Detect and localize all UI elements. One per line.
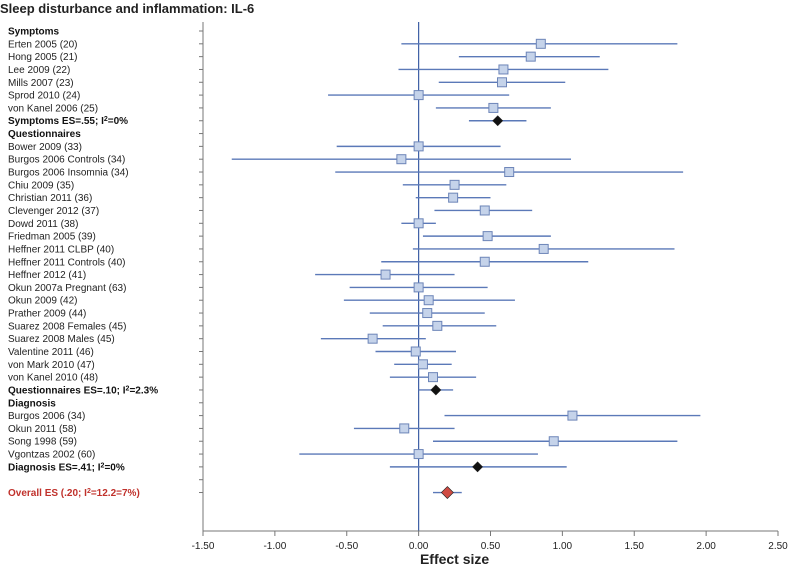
effect-box [413, 141, 424, 152]
study-label: Burgos 2006 (34) [8, 411, 85, 422]
study-label: Suarez 2008 Females (45) [8, 321, 126, 332]
study-label: Clevenger 2012 (37) [8, 206, 99, 217]
study-label: Christian 2011 (36) [8, 193, 92, 204]
group-header: Diagnosis [8, 398, 56, 409]
effect-box [504, 167, 515, 178]
effect-box [479, 256, 490, 267]
study-label: Okun 2011 (58) [8, 424, 77, 435]
effect-box [498, 64, 509, 75]
study-label: Lee 2009 (22) [8, 65, 70, 76]
study-label: Burgos 2006 Controls (34) [8, 155, 125, 166]
x-tick-label: 2.00 [696, 541, 716, 552]
x-tick-label: 1.50 [625, 541, 645, 552]
summary-diamond [430, 384, 442, 396]
summary-diamond [492, 115, 504, 127]
study-label: Bower 2009 (33) [8, 142, 82, 153]
effect-box [548, 436, 559, 447]
study-label: Song 1998 (59) [8, 437, 77, 448]
study-label: Mills 2007 (23) [8, 78, 74, 89]
effect-box [479, 205, 490, 216]
study-label: von Kanel 2006 (25) [8, 103, 98, 114]
group-header: Symptoms [8, 27, 60, 38]
effect-box [413, 218, 424, 229]
x-tick-label: 2.50 [768, 541, 788, 552]
study-label: Okun 2009 (42) [8, 296, 78, 307]
effect-box [428, 372, 438, 383]
effect-box [367, 333, 378, 344]
effect-box [396, 154, 407, 165]
overall-diamond [440, 486, 454, 499]
effect-box [380, 269, 391, 280]
study-label: Valentine 2011 (46) [8, 347, 94, 358]
study-label: von Mark 2010 (47) [8, 360, 95, 371]
effect-box [413, 282, 424, 293]
summary-label: Diagnosis ES=.41; I2=0% [8, 462, 125, 474]
effect-box [497, 77, 507, 88]
effect-box [413, 90, 424, 101]
effect-box [488, 102, 499, 113]
effect-box [399, 423, 410, 434]
study-label: Okun 2007a Pregnant (63) [8, 283, 126, 294]
effect-box [567, 410, 578, 421]
study-label: Heffner 2011 Controls (40) [8, 257, 125, 268]
plot-marks [231, 38, 701, 499]
study-label: von Kanel 2010 (48) [8, 373, 98, 384]
x-tick-label: -0.50 [335, 541, 358, 552]
study-label: Friedman 2005 (39) [8, 232, 96, 243]
study-label: Suarez 2008 Males (45) [8, 334, 115, 345]
study-label: Burgos 2006 Insomnia (34) [8, 168, 129, 179]
effect-box [413, 449, 424, 460]
x-tick-label: 1.00 [553, 541, 573, 552]
group-header: Questionnaires [8, 129, 81, 140]
x-tick-label: 0.00 [409, 541, 429, 552]
x-axis-label: Effect size [420, 551, 489, 567]
effect-box [535, 38, 546, 49]
study-label: Prather 2009 (44) [8, 309, 86, 320]
effect-box [482, 231, 493, 242]
x-tick-label: -1.00 [263, 541, 286, 552]
study-label: Heffner 2011 CLBP (40) [8, 244, 114, 255]
overall-label: Overall ES (.20; I2=12.2=7%) [8, 488, 140, 500]
chart-title: Sleep disturbance and inflammation: IL-6 [0, 1, 255, 16]
x-tick-label: -1.50 [192, 541, 215, 552]
study-label: Dowd 2011 (38) [8, 219, 78, 230]
effect-box [449, 179, 460, 190]
effect-box [538, 243, 549, 254]
study-label: Hong 2005 (21) [8, 52, 78, 63]
study-label: Chiu 2009 (35) [8, 180, 74, 191]
effect-box [422, 308, 433, 319]
effect-box [448, 192, 459, 203]
plot-frame [199, 22, 420, 531]
effect-box [410, 346, 421, 357]
summary-label: Questionnaires ES=.10; I2=2.3% [8, 385, 158, 397]
summary-label: Symptoms ES=.55; I2=0% [8, 116, 128, 128]
effect-box [525, 51, 536, 62]
x-tick-label: 0.50 [481, 541, 501, 552]
effect-box [417, 359, 428, 370]
x-axis: -1.50 -1.00 -0.50 0.00 0.50 1.00 1.50 2.00 2.50 E… [192, 530, 788, 567]
summary-diamond [472, 461, 483, 473]
study-label: Vgontzas 2002 (60) [8, 450, 95, 461]
study-label: Heffner 2012 (41) [8, 270, 86, 281]
effect-box [423, 295, 434, 306]
effect-box [432, 320, 443, 331]
study-label: Sprod 2010 (24) [8, 91, 80, 102]
study-label: Erten 2005 (20) [8, 39, 78, 50]
